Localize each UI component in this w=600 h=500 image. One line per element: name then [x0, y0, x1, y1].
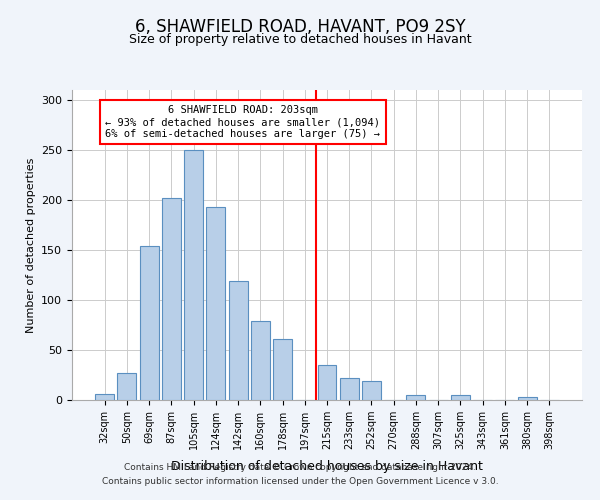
Bar: [340, 378, 359, 400]
Bar: [229, 281, 248, 400]
Bar: [140, 246, 158, 400]
Bar: [162, 198, 181, 400]
Bar: [95, 394, 114, 400]
Bar: [317, 365, 337, 400]
X-axis label: Distribution of detached houses by size in Havant: Distribution of detached houses by size …: [171, 460, 483, 473]
Bar: [118, 373, 136, 400]
Bar: [406, 395, 425, 400]
Text: Size of property relative to detached houses in Havant: Size of property relative to detached ho…: [128, 32, 472, 46]
Text: 6, SHAWFIELD ROAD, HAVANT, PO9 2SY: 6, SHAWFIELD ROAD, HAVANT, PO9 2SY: [134, 18, 466, 36]
Text: Contains public sector information licensed under the Open Government Licence v : Contains public sector information licen…: [101, 477, 499, 486]
Text: Contains HM Land Registry data © Crown copyright and database right 2024.: Contains HM Land Registry data © Crown c…: [124, 464, 476, 472]
Bar: [273, 339, 292, 400]
Bar: [518, 397, 536, 400]
Y-axis label: Number of detached properties: Number of detached properties: [26, 158, 35, 332]
Bar: [184, 150, 203, 400]
Bar: [362, 381, 381, 400]
Text: 6 SHAWFIELD ROAD: 203sqm
← 93% of detached houses are smaller (1,094)
6% of semi: 6 SHAWFIELD ROAD: 203sqm ← 93% of detach…: [106, 106, 380, 138]
Bar: [206, 207, 225, 400]
Bar: [251, 321, 270, 400]
Bar: [451, 395, 470, 400]
